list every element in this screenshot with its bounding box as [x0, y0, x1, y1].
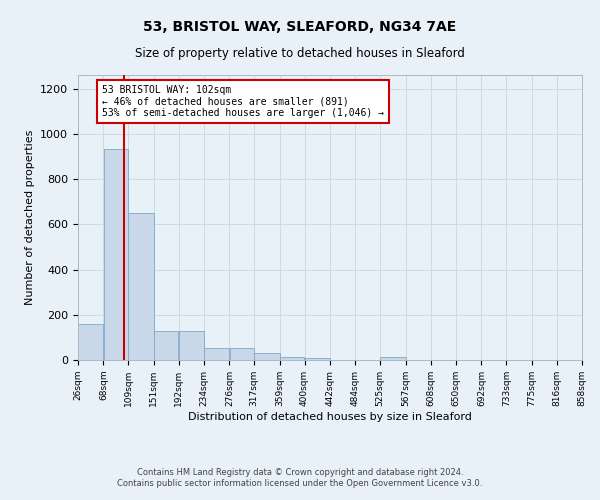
Bar: [254, 353, 280, 360]
Bar: [204, 348, 229, 360]
Text: 53, BRISTOL WAY, SLEAFORD, NG34 7AE: 53, BRISTOL WAY, SLEAFORD, NG34 7AE: [143, 20, 457, 34]
Bar: [280, 356, 304, 360]
Text: Contains HM Land Registry data © Crown copyright and database right 2024.
Contai: Contains HM Land Registry data © Crown c…: [118, 468, 482, 487]
Bar: [230, 348, 254, 360]
Bar: [128, 213, 154, 360]
Bar: [179, 330, 204, 360]
Text: Size of property relative to detached houses in Sleaford: Size of property relative to detached ho…: [135, 48, 465, 60]
Bar: [154, 330, 178, 360]
Y-axis label: Number of detached properties: Number of detached properties: [25, 130, 35, 305]
Bar: [380, 356, 406, 360]
Bar: [305, 358, 330, 360]
X-axis label: Distribution of detached houses by size in Sleaford: Distribution of detached houses by size …: [188, 412, 472, 422]
Bar: [78, 324, 103, 360]
Text: 53 BRISTOL WAY: 102sqm
← 46% of detached houses are smaller (891)
53% of semi-de: 53 BRISTOL WAY: 102sqm ← 46% of detached…: [102, 85, 384, 118]
Bar: [104, 148, 128, 360]
